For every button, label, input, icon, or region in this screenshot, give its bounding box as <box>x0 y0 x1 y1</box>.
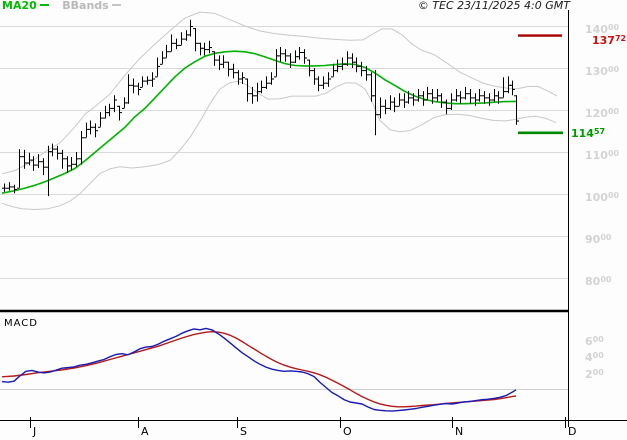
month-label: A <box>141 425 149 438</box>
legend-bbands-swatch <box>111 4 121 6</box>
price-axis-label: 13000 <box>585 65 620 78</box>
support-value-label: 11457 <box>571 126 606 140</box>
price-axis-label: 10000 <box>585 191 620 204</box>
price-axis-label: 12000 <box>585 107 620 120</box>
bollinger-lower-band <box>1 80 557 210</box>
macd-axis-label: 200 <box>585 367 604 381</box>
bollinger-upper-band <box>1 11 558 175</box>
legend-ma20-label: MA20 <box>2 0 37 12</box>
macd-axis-label: 400 <box>585 351 604 364</box>
resistance-value-label: 13772 <box>592 33 627 47</box>
price-axis-label: 9000 <box>585 233 612 246</box>
chart-legend: MA20 BBands <box>2 0 121 12</box>
macd-axis-label: 600 <box>585 334 604 348</box>
month-label: S <box>240 425 247 438</box>
price-axis-label: 14000 <box>585 23 620 36</box>
price-axis-label: 11000 <box>585 149 620 162</box>
month-label: D <box>568 425 577 438</box>
price-axis-label: 8000 <box>585 275 612 288</box>
legend-bbands-label: BBands <box>62 0 109 12</box>
ma20-line <box>1 50 517 194</box>
legend-ma20-swatch <box>39 4 49 6</box>
macd-line <box>1 327 517 412</box>
month-label: N <box>455 425 464 438</box>
copyright-text: © TEC 23/11/2025 4:0 GMT <box>417 0 570 12</box>
macd-panel-label: MACD <box>4 318 38 329</box>
candlesticks <box>2 19 519 197</box>
month-label: O <box>343 425 352 438</box>
month-label: J <box>33 425 37 438</box>
macd-signal-line <box>1 331 517 408</box>
